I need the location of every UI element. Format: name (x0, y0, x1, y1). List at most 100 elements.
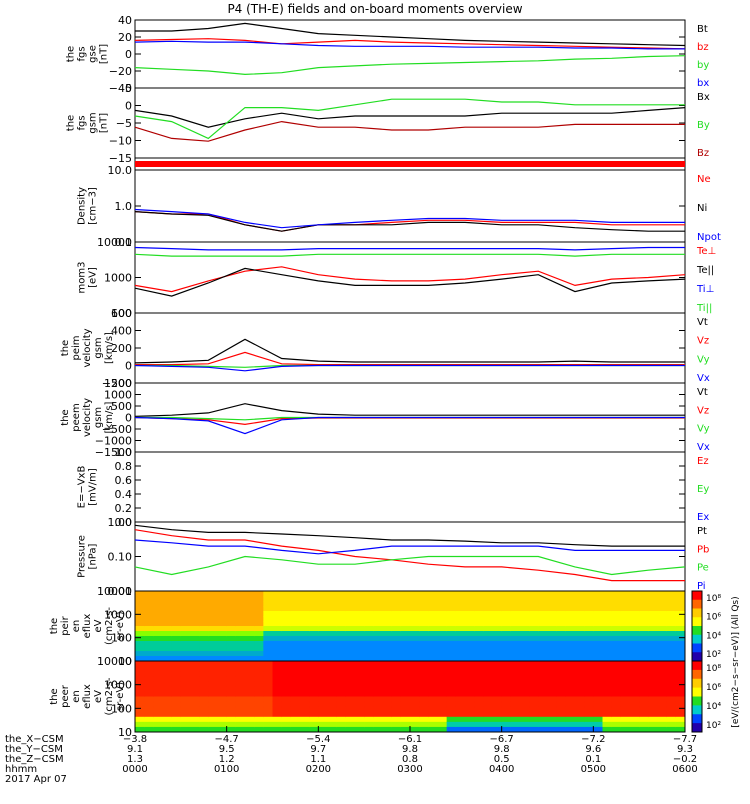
heatmap-cell (446, 591, 457, 597)
heatmap-cell (208, 596, 218, 602)
heatmap-cell (364, 606, 374, 612)
heatmap-cell (263, 696, 273, 703)
heatmap-cell (327, 641, 338, 647)
heatmap-cell (373, 676, 383, 682)
heatmap-cell (180, 671, 191, 677)
heatmap-cell (620, 681, 631, 687)
heatmap-cell (492, 696, 503, 703)
heatmap-cell (593, 651, 603, 657)
y-tick-label: −1500 (95, 446, 132, 459)
legend-Ex: Ex (697, 512, 709, 523)
heatmap-cell (675, 626, 686, 632)
heatmap-cell (382, 726, 393, 733)
heatmap-cell (657, 616, 668, 622)
heatmap-cell (345, 701, 356, 708)
heatmap-cell (620, 636, 631, 642)
heatmap-cell (153, 606, 163, 612)
y-axis-label: [eV] (88, 267, 99, 288)
heatmap-cell (584, 646, 594, 652)
heatmap-cell (199, 601, 209, 607)
heatmap-cell (327, 616, 338, 622)
heatmap-cell (345, 626, 356, 632)
x-tick-label: −6.1 (398, 734, 422, 745)
heatmap-cell (400, 656, 411, 662)
heatmap-cell (281, 706, 292, 713)
heatmap-cell (290, 641, 301, 647)
heatmap-cell (217, 706, 228, 713)
heatmap-cell (620, 706, 631, 713)
heatmap-cell (428, 671, 438, 677)
heatmap-cell (575, 676, 585, 682)
heatmap-cell (355, 626, 365, 632)
series-line-Pt (134, 524, 685, 547)
heatmap-cell (666, 696, 677, 703)
colorbar-frame (691, 660, 703, 733)
heatmap-cell (593, 631, 603, 637)
y-axis-label: the (49, 688, 60, 704)
heatmap-cell (263, 666, 273, 672)
heatmap-cell (611, 631, 622, 637)
heatmap-cell (657, 611, 668, 617)
heatmap-cell (208, 646, 218, 652)
heatmap-cell (391, 646, 402, 652)
heatmap-cell (538, 606, 548, 612)
heatmap-cell (190, 676, 200, 682)
heatmap-cell (171, 681, 182, 687)
heatmap-cell (153, 641, 163, 647)
heatmap-cell (593, 701, 603, 708)
heatmap-cell (620, 701, 631, 708)
heatmap-cell (666, 681, 677, 687)
heatmap-cell (290, 686, 301, 692)
heatmap-cell (309, 686, 319, 692)
y-tick-label: 200 (111, 342, 132, 355)
heatmap-cell (474, 611, 484, 617)
heatmap-cell (465, 701, 475, 708)
heatmap-cell (639, 656, 649, 662)
heatmap-cell (474, 656, 484, 662)
heatmap-cell (492, 606, 503, 612)
heatmap-cell (309, 611, 319, 617)
y-axis-label: gsm (88, 112, 99, 133)
heatmap-cell (446, 676, 457, 682)
heatmap-cell (391, 621, 402, 627)
y-tick-label: −40 (109, 82, 132, 95)
y-tick-label: 0.2 (115, 502, 133, 515)
y-tick-label: 10 (118, 726, 132, 739)
heatmap-cell (648, 706, 658, 713)
heatmap-cell (648, 726, 658, 733)
heatmap-cell (327, 666, 338, 672)
heatmap-cell (547, 621, 558, 627)
heatmap-cell (162, 611, 173, 617)
heatmap-cell (208, 671, 218, 677)
heatmap-cell (382, 706, 393, 713)
heatmap-cell (666, 666, 677, 672)
heatmap-cell (657, 676, 668, 682)
y-axis-label: the (49, 618, 60, 634)
heatmap-cell (144, 626, 154, 632)
heatmap-cell (226, 601, 237, 607)
heatmap-cell (620, 686, 631, 692)
heatmap-cell (657, 716, 668, 723)
heatmap-cell (465, 726, 475, 733)
heatmap-cell (144, 706, 154, 713)
heatmap-cell (602, 671, 613, 677)
heatmap-cell (217, 721, 228, 728)
heatmap-cell (309, 626, 319, 632)
heatmap-cell (428, 631, 438, 637)
heatmap-cell (465, 681, 475, 687)
heatmap-cell (510, 726, 521, 733)
heatmap-cell (345, 651, 356, 657)
heatmap-cell (575, 726, 585, 733)
heatmap-cell (675, 636, 686, 642)
heatmap-cell (639, 616, 649, 622)
heatmap-cell (593, 681, 603, 687)
heatmap-cell (400, 686, 411, 692)
heatmap-cell (630, 701, 640, 708)
heatmap-cell (446, 651, 457, 657)
heatmap-cell (529, 591, 539, 597)
heatmap-cell (217, 641, 228, 647)
heatmap-cell (446, 596, 457, 602)
colorbar-tick-label: 10⁶ (706, 613, 721, 623)
heatmap-cell (510, 611, 521, 617)
heatmap-cell (208, 706, 218, 713)
